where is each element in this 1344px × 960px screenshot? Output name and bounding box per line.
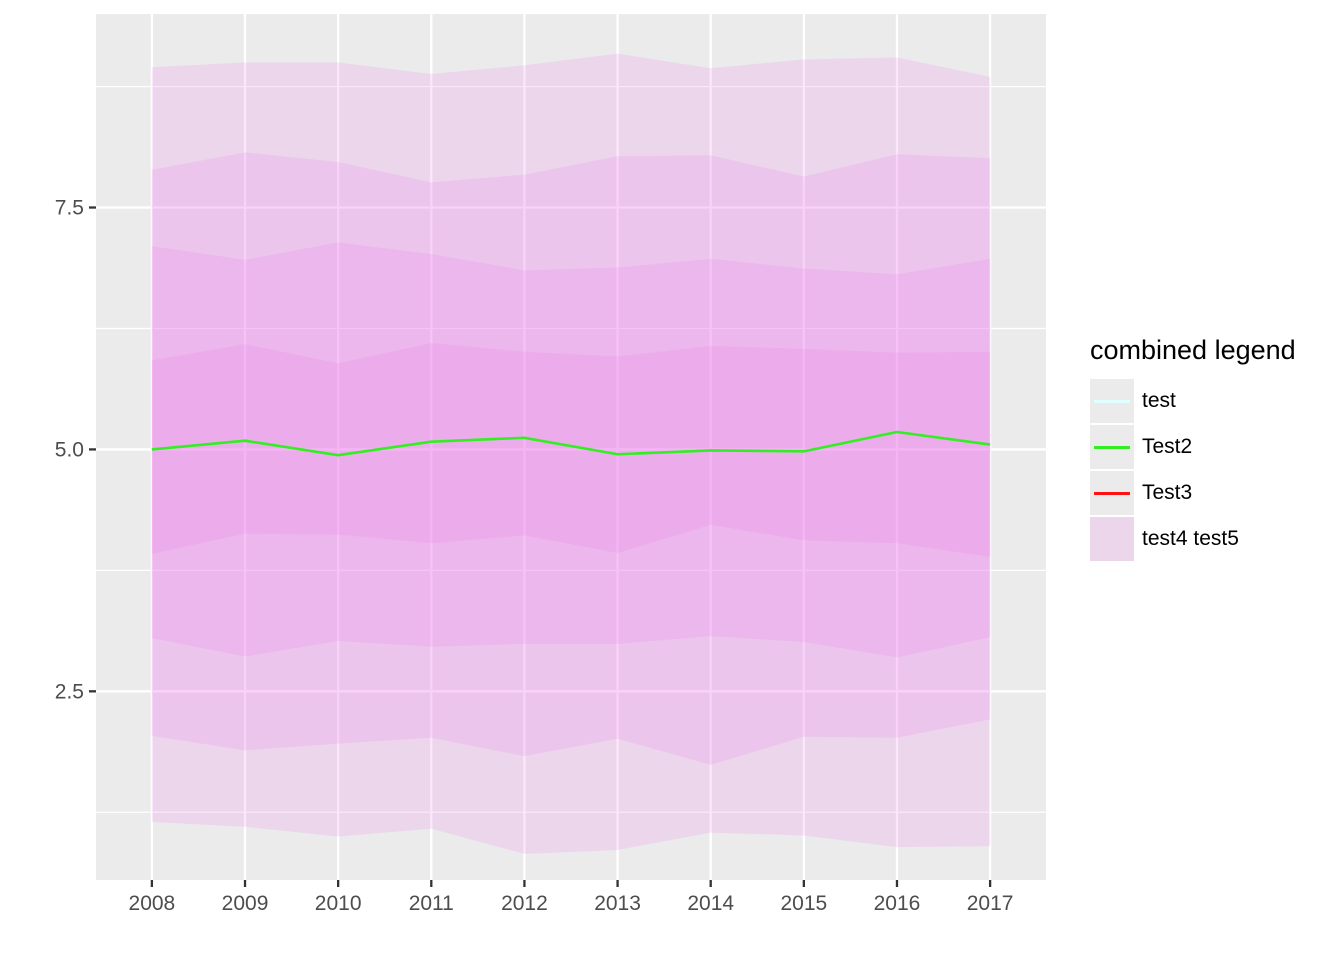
x-tick-label: 2017 (967, 892, 1014, 915)
legend-fill-test4-test5 (1090, 517, 1134, 561)
y-tick-label: 5.0 (55, 438, 84, 461)
legend-item-test: test (1090, 378, 1340, 424)
legend-title: combined legend (1090, 335, 1296, 365)
legend-key-test2 (1090, 425, 1134, 469)
legend-key-test (1090, 379, 1134, 423)
grid-major (96, 14, 1046, 880)
x-tick-label: 2008 (129, 892, 176, 915)
x-tick-label: 2012 (501, 892, 548, 915)
x-tick-label: 2010 (315, 892, 362, 915)
x-tick-label: 2009 (222, 892, 269, 915)
ribbon-band-1 (151, 53, 991, 854)
legend-line-test (1094, 400, 1130, 403)
legend-item-test4-test5: test4 test5 (1090, 516, 1340, 562)
legend-key-test4-test5 (1090, 517, 1134, 561)
ribbon-band-2 (151, 152, 991, 765)
legend: combined legend test Test2 Test3 test4 t… (1090, 334, 1340, 562)
ribbon-band-4 (151, 342, 991, 557)
legend-line-test3 (1094, 492, 1130, 495)
legend-label-test: test (1142, 389, 1176, 412)
x-tick-label: 2014 (687, 892, 734, 915)
x-tick-label: 2016 (874, 892, 921, 915)
legend-line-test2 (1094, 446, 1130, 449)
y-tick-label: 2.5 (55, 680, 84, 703)
x-tick-label: 2011 (409, 892, 454, 915)
series-lines (151, 430, 991, 457)
grid-minor (96, 85, 1046, 813)
legend-key-test3 (1090, 471, 1134, 515)
ribbon-band-3 (151, 242, 991, 658)
y-tick-label: 7.5 (55, 197, 84, 220)
ribbons (151, 53, 991, 854)
legend-label-test4-test5: test4 test5 (1142, 527, 1239, 550)
legend-item-test2: Test2 (1090, 424, 1340, 470)
series-line-test2 (151, 430, 991, 457)
legend-label-test3: Test3 (1142, 481, 1193, 504)
legend-item-test3: Test3 (1090, 470, 1340, 516)
x-tick-label: 2013 (594, 892, 641, 915)
axes: 2.5 5.0 7.5 2008 2009 2010 2011 2012 2013 2014 201… (55, 197, 1014, 915)
x-tick-label: 2015 (780, 892, 827, 915)
legend-label-test2: Test2 (1142, 435, 1193, 458)
